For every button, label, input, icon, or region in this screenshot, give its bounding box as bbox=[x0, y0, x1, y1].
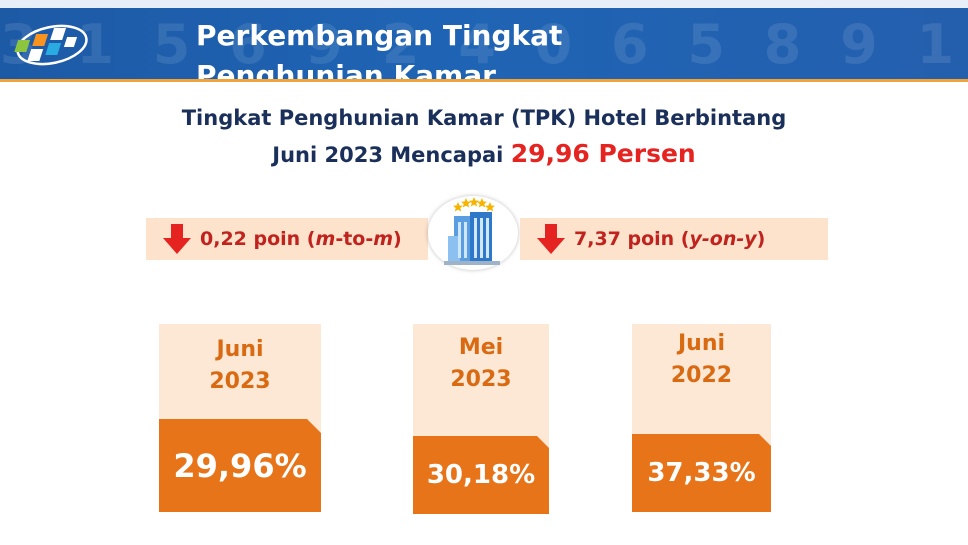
change-yony-text: 7,37 poin (y-on-y) bbox=[574, 228, 765, 250]
card-period-month: Juni bbox=[216, 337, 264, 362]
card-value: 29,96% bbox=[159, 419, 321, 512]
header-banner: 3 1 5 6 9 2 4 0 6 5 8 9 1 3 2 7 8 9 3 4 … bbox=[0, 0, 968, 82]
card-juni-2023: Juni 2023 29,96% bbox=[159, 324, 321, 512]
change-yony-value: 7,37 poin bbox=[574, 228, 675, 250]
card-value: 30,18% bbox=[413, 436, 549, 514]
card-period-year: 2023 bbox=[450, 367, 512, 392]
bps-logo-icon bbox=[14, 24, 88, 66]
change-yony-bar: 7,37 poin (y-on-y) bbox=[520, 218, 828, 260]
card-period-year: 2022 bbox=[670, 363, 733, 388]
change-yony-unit: y-on-y bbox=[689, 228, 757, 250]
change-mtom-bar: 0,22 poin (m-to-m) bbox=[146, 218, 428, 260]
card-mei-2023: Mei 2023 30,18% bbox=[413, 324, 549, 514]
card-period: Mei 2023 bbox=[413, 332, 549, 396]
card-period-year: 2023 bbox=[209, 369, 271, 394]
change-mtom-open: ( bbox=[300, 228, 316, 250]
change-mtom-text: 0,22 poin (m-to-m) bbox=[200, 228, 402, 250]
card-period: Juni 2022 bbox=[632, 328, 771, 392]
down-arrow-icon bbox=[537, 224, 565, 254]
change-mtom-unit-b: m bbox=[373, 228, 394, 250]
change-mtom-close: ) bbox=[393, 228, 402, 250]
hotel-icon-badge bbox=[428, 196, 518, 270]
change-mtom-mid: -to- bbox=[335, 228, 374, 250]
change-mtom-unit-a: m bbox=[315, 228, 336, 250]
headline-line-2: Juni 2023 Mencapai 29,96 Persen bbox=[0, 136, 968, 173]
headline: Tingkat Penghunian Kamar (TPK) Hotel Ber… bbox=[0, 100, 968, 173]
change-yony-close: ) bbox=[756, 228, 766, 250]
headline-line-1: Tingkat Penghunian Kamar (TPK) Hotel Ber… bbox=[181, 106, 787, 130]
hotel-building-icon bbox=[444, 197, 500, 265]
change-mtom-value: 0,22 poin bbox=[200, 228, 301, 250]
card-juni-2022: Juni 2022 37,33% bbox=[632, 324, 771, 512]
card-period-month: Mei bbox=[458, 335, 504, 360]
header-accent-line bbox=[0, 79, 968, 82]
headline-highlight-value: 29,96 Persen bbox=[510, 139, 696, 168]
card-period-month: Juni bbox=[677, 331, 726, 356]
card-period: Juni 2023 bbox=[159, 334, 321, 398]
down-arrow-icon bbox=[163, 224, 191, 254]
headline-line-2-text: Juni 2023 Mencapai bbox=[272, 143, 511, 167]
header-top-strip bbox=[0, 0, 968, 8]
header-background-digits: 3 1 5 6 9 2 4 0 6 5 8 9 1 3 2 7 8 9 3 4 bbox=[0, 13, 968, 76]
card-value: 37,33% bbox=[632, 434, 771, 512]
change-yony-open: ( bbox=[674, 228, 690, 250]
page-title: Perkembangan Tingkat Penghunian Kamar bbox=[196, 19, 563, 82]
